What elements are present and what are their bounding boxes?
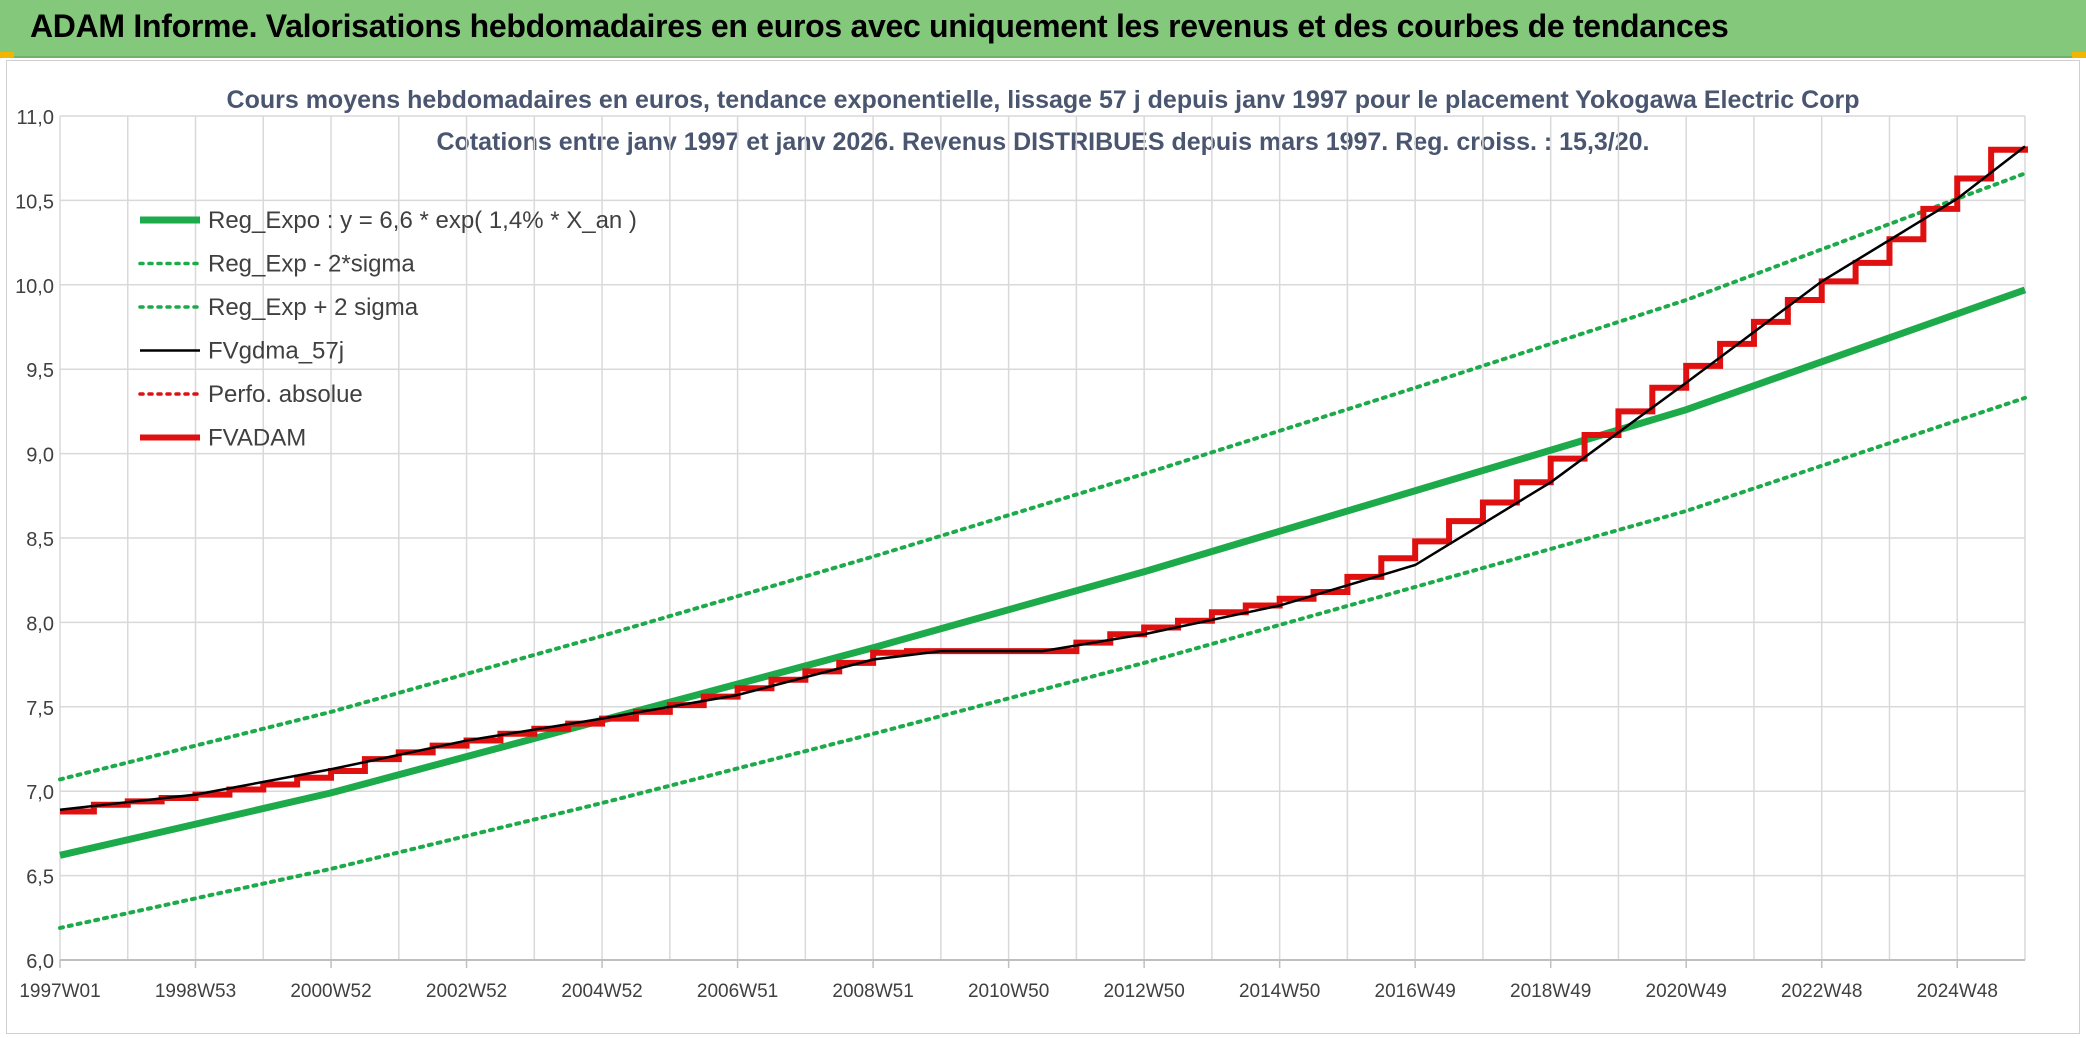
y-tick-label: 10,0 xyxy=(15,276,54,298)
y-tick-label: 6,0 xyxy=(26,951,54,973)
y-tick-label: 8,5 xyxy=(26,529,54,551)
x-tick-label: 1998W53 xyxy=(155,981,236,1002)
page-header: ADAM Informe. Valorisations hebdomadaire… xyxy=(0,0,2086,58)
series-reg-minus-2sigma xyxy=(58,395,2027,930)
grid-layer xyxy=(59,115,2026,961)
x-tick-label: 2020W49 xyxy=(1646,981,1727,1002)
x-tick-label: 2006W51 xyxy=(697,981,778,1002)
x-tick-label: 2004W52 xyxy=(561,981,642,1002)
y-tick-label: 9,5 xyxy=(26,360,54,382)
x-tick-label: 2018W49 xyxy=(1510,981,1591,1002)
x-tick-label: 2016W49 xyxy=(1375,981,1456,1002)
y-tick-label: 9,0 xyxy=(26,445,54,467)
corner-accent-right xyxy=(2072,52,2086,58)
legend-label: FVADAM xyxy=(208,425,306,452)
legend-label: Reg_Exp - 2*sigma xyxy=(208,251,415,278)
y-tick-label: 6,5 xyxy=(26,867,54,889)
x-tick-label: 1997W01 xyxy=(19,981,100,1002)
legend-label: FVgdma_57j xyxy=(208,338,344,365)
y-tick-label: 8,0 xyxy=(26,613,54,635)
legend-label: Reg_Exp + 2 sigma xyxy=(208,294,419,321)
legend: Reg_Expo : y = 6,6 * exp( 1,4% * X_an ) R… xyxy=(138,207,637,452)
series-layer xyxy=(58,145,2028,930)
y-tick-label: 7,5 xyxy=(26,698,54,720)
header-title: ADAM Informe. Valorisations hebdomadaire… xyxy=(30,8,1729,44)
chart-title: Cours moyens hebdomadaires en euros, ten… xyxy=(226,86,1860,114)
series-reg-plus-2sigma xyxy=(58,171,2027,782)
x-tick-label: 2014W50 xyxy=(1239,981,1320,1002)
chart-subtitle: Cotations entre janv 1997 et janv 2026. … xyxy=(436,128,1650,156)
y-tick-label: 11,0 xyxy=(17,107,54,129)
axis-layer: 6,0 6,5 7,0 7,5 8,0 8,5 9,0 9,5 10,0 10,5 11,0 1997… xyxy=(15,107,2025,1002)
y-tick-label: 7,0 xyxy=(26,782,54,804)
x-tick-label: 2022W48 xyxy=(1781,981,1862,1002)
legend-label: Perfo. absolue xyxy=(208,381,363,408)
x-tick-label: 2010W50 xyxy=(968,981,1049,1002)
x-tick-label: 2012W50 xyxy=(1103,981,1184,1002)
x-tick-label: 2024W48 xyxy=(1917,981,1998,1002)
chart-frame xyxy=(6,60,2080,1034)
x-tick-label: 2000W52 xyxy=(290,981,371,1002)
series-fvgdma-57j xyxy=(59,145,2026,812)
y-tick-label: 10,5 xyxy=(15,191,54,213)
x-tick-label: 2002W52 xyxy=(426,981,507,1002)
x-tick-label: 2008W51 xyxy=(832,981,913,1002)
corner-accent-left xyxy=(0,52,14,58)
legend-label: Reg_Expo : y = 6,6 * exp( 1,4% * X_an ) xyxy=(208,207,637,234)
series-fvadam xyxy=(60,146,2028,815)
series-reg-expo xyxy=(59,286,2027,859)
